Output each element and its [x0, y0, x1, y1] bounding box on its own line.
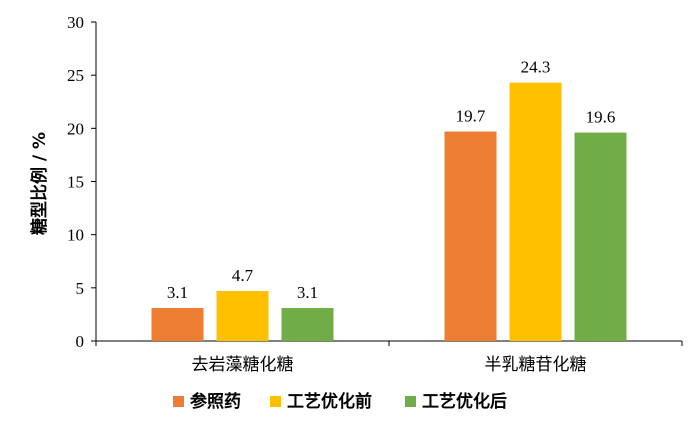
legend: 参照药 工艺优化前 工艺优化后	[173, 391, 507, 412]
data-label: 3.1	[297, 283, 318, 302]
legend-label: 工艺优化后	[422, 391, 507, 412]
x-category-label: 半乳糖苷化糖	[485, 355, 587, 375]
data-label: 19.7	[456, 107, 486, 126]
y-tick-label: 25	[67, 66, 84, 85]
bar	[574, 132, 627, 341]
bar	[509, 82, 562, 342]
bar	[151, 308, 204, 341]
y-tick-label: 30	[67, 13, 84, 32]
data-label: 24.3	[521, 58, 551, 77]
data-label: 3.1	[167, 283, 188, 302]
legend-label: 参照药	[190, 391, 241, 412]
x-category-label: 去岩藻糖化糖	[192, 355, 294, 375]
y-axis: 0 5 10 15 20 25 30	[67, 13, 97, 351]
legend-swatch	[270, 396, 281, 407]
bar	[444, 131, 497, 341]
legend-swatch	[173, 396, 184, 407]
y-tick-label: 20	[67, 119, 84, 138]
data-labels: 3.1 19.7 4.7 24.3 3.1 19.6	[167, 58, 616, 302]
y-tick-label: 5	[76, 279, 85, 298]
bars	[151, 82, 627, 342]
bar	[216, 291, 269, 341]
y-tick-label: 15	[67, 173, 84, 192]
bar	[281, 308, 334, 341]
y-tick-label: 10	[67, 226, 84, 245]
data-label: 4.7	[232, 266, 254, 285]
x-axis: 去岩藻糖化糖 半乳糖苷化糖	[95, 340, 683, 375]
data-label: 19.6	[586, 108, 616, 127]
legend-label: 工艺优化前	[287, 391, 372, 412]
legend-swatch	[405, 396, 416, 407]
y-axis-title: 糖型比例 / %	[29, 132, 50, 235]
y-tick-label: 0	[76, 332, 85, 351]
